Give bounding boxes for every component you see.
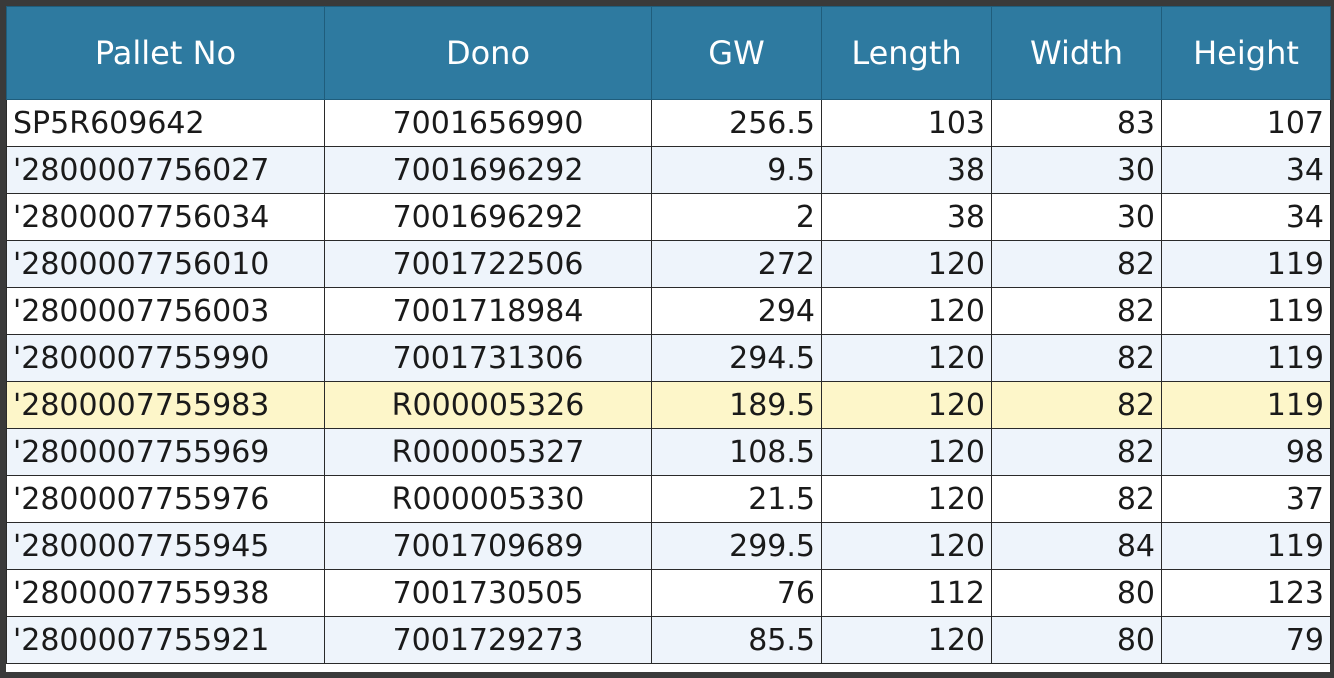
cell-pallet-no[interactable]: SP5R609642 (6, 99, 325, 147)
header-row: Pallet No Dono GW Length Width Height (6, 6, 1331, 100)
table-row[interactable]: '2800007756010 7001722506 272 120 82 119 (6, 240, 1331, 288)
cell-dono[interactable]: 7001696292 (324, 146, 652, 194)
cell-pallet-no[interactable]: '2800007755945 (6, 522, 325, 570)
cell-length[interactable]: 120 (821, 522, 992, 570)
cell-length[interactable]: 103 (821, 99, 992, 147)
table-row[interactable]: '2800007755990 7001731306 294.5 120 82 119 (6, 334, 1331, 382)
cell-width[interactable]: 82 (991, 428, 1162, 476)
cell-pallet-no[interactable]: '2800007755969 (6, 428, 325, 476)
table-row[interactable]: SP5R609642 7001656990 256.5 103 83 107 (6, 99, 1331, 147)
cell-width[interactable]: 80 (991, 616, 1162, 664)
cell-pallet-no[interactable]: '2800007756034 (6, 193, 325, 241)
cell-dono[interactable]: 7001731306 (324, 334, 652, 382)
cell-gw[interactable]: 299.5 (651, 522, 822, 570)
cell-dono[interactable]: 7001656990 (324, 99, 652, 147)
header-length[interactable]: Length (821, 6, 992, 100)
cell-height[interactable]: 79 (1161, 616, 1331, 664)
cell-height[interactable]: 119 (1161, 240, 1331, 288)
cell-pallet-no[interactable]: '2800007755938 (6, 569, 325, 617)
cell-width[interactable]: 82 (991, 240, 1162, 288)
cell-width[interactable]: 30 (991, 193, 1162, 241)
table-body: SP5R609642 7001656990 256.5 103 83 107'280000… (6, 99, 1331, 664)
cell-pallet-no[interactable]: '2800007756027 (6, 146, 325, 194)
cell-length[interactable]: 120 (821, 428, 992, 476)
cell-height[interactable]: 98 (1161, 428, 1331, 476)
cell-pallet-no[interactable]: '2800007755976 (6, 475, 325, 523)
cell-height[interactable]: 107 (1161, 99, 1331, 147)
header-height[interactable]: Height (1161, 6, 1331, 100)
cell-width[interactable]: 82 (991, 287, 1162, 335)
cell-pallet-no[interactable]: '2800007755921 (6, 616, 325, 664)
cell-height[interactable]: 119 (1161, 334, 1331, 382)
cell-length[interactable]: 120 (821, 616, 992, 664)
cell-pallet-no[interactable]: '2800007756003 (6, 287, 325, 335)
cell-gw[interactable]: 189.5 (651, 381, 822, 429)
cell-length[interactable]: 38 (821, 193, 992, 241)
table-row[interactable]: '2800007755945 7001709689 299.5 120 84 119 (6, 522, 1331, 570)
cell-height[interactable]: 119 (1161, 522, 1331, 570)
cell-gw[interactable]: 256.5 (651, 99, 822, 147)
table-row[interactable]: '2800007755938 7001730505 76 112 80 123 (6, 569, 1331, 617)
cell-height[interactable]: 34 (1161, 193, 1331, 241)
cell-height[interactable]: 123 (1161, 569, 1331, 617)
cell-dono[interactable]: 7001729273 (324, 616, 652, 664)
cell-height[interactable]: 34 (1161, 146, 1331, 194)
cell-length[interactable]: 120 (821, 381, 992, 429)
table-row[interactable]: '2800007755983 R000005326 189.5 120 82 119 (6, 381, 1331, 429)
cell-width[interactable]: 83 (991, 99, 1162, 147)
cell-width[interactable]: 80 (991, 569, 1162, 617)
header-pallet-no[interactable]: Pallet No (6, 6, 325, 100)
cell-dono[interactable]: 7001722506 (324, 240, 652, 288)
table-frame: Pallet No Dono GW Length Width Height SP… (6, 6, 1331, 672)
cell-width[interactable]: 82 (991, 334, 1162, 382)
pallet-table: Pallet No Dono GW Length Width Height SP… (6, 6, 1331, 664)
cell-gw[interactable]: 294.5 (651, 334, 822, 382)
cell-dono[interactable]: 7001730505 (324, 569, 652, 617)
cell-dono[interactable]: R000005330 (324, 475, 652, 523)
cell-height[interactable]: 119 (1161, 381, 1331, 429)
cell-dono[interactable]: R000005327 (324, 428, 652, 476)
table-row[interactable]: '2800007756003 7001718984 294 120 82 119 (6, 287, 1331, 335)
cell-length[interactable]: 112 (821, 569, 992, 617)
cell-pallet-no[interactable]: '2800007756010 (6, 240, 325, 288)
table-row[interactable]: '2800007755976 R000005330 21.5 120 82 37 (6, 475, 1331, 523)
cell-width[interactable]: 82 (991, 381, 1162, 429)
table-row[interactable]: '2800007755969 R000005327 108.5 120 82 98 (6, 428, 1331, 476)
cell-dono[interactable]: 7001709689 (324, 522, 652, 570)
cell-length[interactable]: 120 (821, 334, 992, 382)
cell-length[interactable]: 120 (821, 240, 992, 288)
table-row[interactable]: '2800007756034 7001696292 2 38 30 34 (6, 193, 1331, 241)
cell-gw[interactable]: 294 (651, 287, 822, 335)
cell-dono[interactable]: R000005326 (324, 381, 652, 429)
cell-dono[interactable]: 7001696292 (324, 193, 652, 241)
cell-pallet-no[interactable]: '2800007755983 (6, 381, 325, 429)
cell-height[interactable]: 119 (1161, 287, 1331, 335)
header-width[interactable]: Width (991, 6, 1162, 100)
table-row[interactable]: '2800007756027 7001696292 9.5 38 30 34 (6, 146, 1331, 194)
cell-length[interactable]: 38 (821, 146, 992, 194)
header-gw[interactable]: GW (651, 6, 822, 100)
cell-dono[interactable]: 7001718984 (324, 287, 652, 335)
cell-gw[interactable]: 76 (651, 569, 822, 617)
cell-gw[interactable]: 21.5 (651, 475, 822, 523)
cell-gw[interactable]: 85.5 (651, 616, 822, 664)
header-dono[interactable]: Dono (324, 6, 652, 100)
cell-pallet-no[interactable]: '2800007755990 (6, 334, 325, 382)
cell-width[interactable]: 84 (991, 522, 1162, 570)
cell-length[interactable]: 120 (821, 475, 992, 523)
cell-gw[interactable]: 272 (651, 240, 822, 288)
cell-gw[interactable]: 9.5 (651, 146, 822, 194)
cell-length[interactable]: 120 (821, 287, 992, 335)
cell-width[interactable]: 82 (991, 475, 1162, 523)
cell-width[interactable]: 30 (991, 146, 1162, 194)
cell-height[interactable]: 37 (1161, 475, 1331, 523)
cell-gw[interactable]: 108.5 (651, 428, 822, 476)
cell-gw[interactable]: 2 (651, 193, 822, 241)
table-row[interactable]: '2800007755921 7001729273 85.5 120 80 79 (6, 616, 1331, 664)
